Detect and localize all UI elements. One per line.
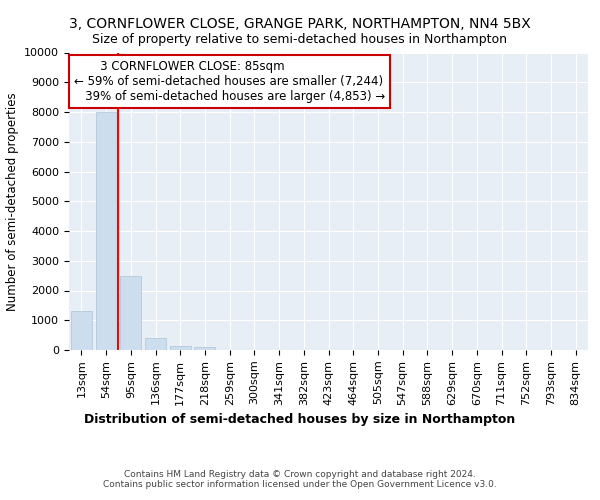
Text: 3, CORNFLOWER CLOSE, GRANGE PARK, NORTHAMPTON, NN4 5BX: 3, CORNFLOWER CLOSE, GRANGE PARK, NORTHA… [69,18,531,32]
Text: Size of property relative to semi-detached houses in Northampton: Size of property relative to semi-detach… [92,32,508,46]
Bar [194,347,215,350]
Bar [95,112,116,350]
Bar [120,276,141,350]
Bar [71,312,92,350]
Bar [170,346,191,350]
Text: Distribution of semi-detached houses by size in Northampton: Distribution of semi-detached houses by … [85,412,515,426]
Text: Contains HM Land Registry data © Crown copyright and database right 2024.
Contai: Contains HM Land Registry data © Crown c… [103,470,497,490]
Bar [145,338,166,350]
Y-axis label: Number of semi-detached properties: Number of semi-detached properties [6,92,19,310]
Text: 3 CORNFLOWER CLOSE: 85sqm
← 59% of semi-detached houses are smaller (7,244)
   3: 3 CORNFLOWER CLOSE: 85sqm ← 59% of semi-… [74,60,385,103]
